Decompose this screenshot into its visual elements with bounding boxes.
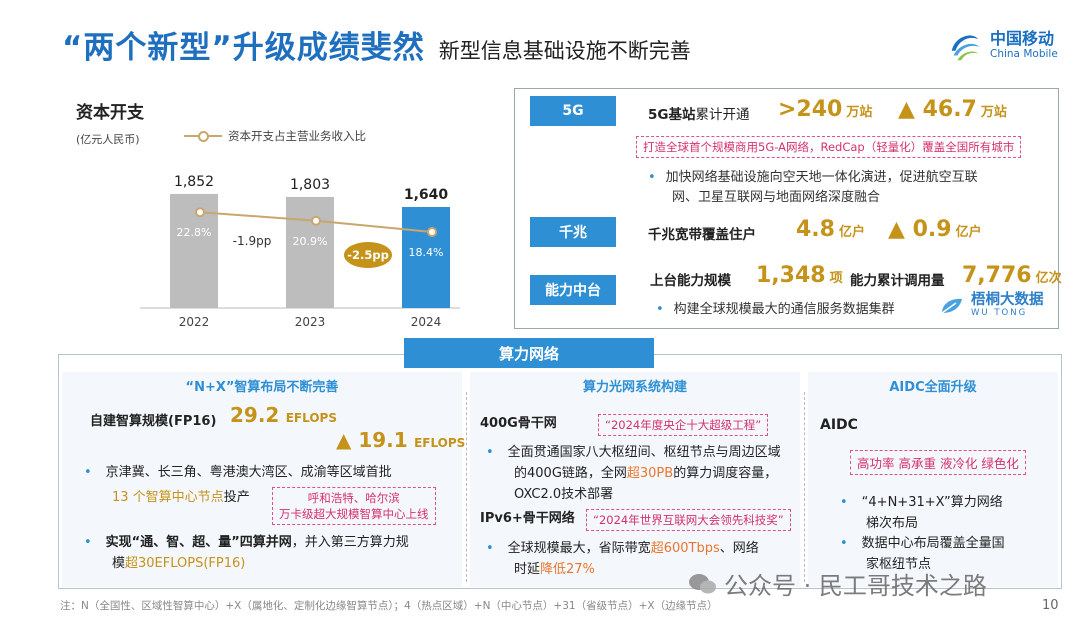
bar-2023 [286, 196, 334, 308]
footnote: 注：N（全国性、区域性智算中心）+X（属地化、定制化边缘智算节点）；4（热点区域… [60, 600, 718, 612]
ratio-point-2022 [195, 207, 205, 218]
capex-legend: 资本开支占主营业务收入比 [184, 128, 366, 144]
bar-label-2023: 1,803 [290, 177, 330, 193]
bar-2024 [402, 206, 450, 308]
wechat-icon [689, 573, 716, 593]
tag-capability: 能力中台 [530, 275, 616, 305]
ratio-label-2023: 20.9% [293, 235, 328, 248]
gig-label: 千兆宽带覆盖住户 [648, 227, 756, 243]
col-divider-1 [466, 392, 467, 582]
col2-bullet-1c: OXC2.0技术部署 [514, 487, 614, 502]
col2-head: 算力光网系统构建 [582, 380, 687, 395]
infra-bullet-2: • 构建全球规模最大的通信服务数据集群 [656, 302, 895, 317]
tick-label-2023: 2023 [295, 315, 326, 329]
col2-bullet-1: • 全面贯通国家八大枢纽间、枢纽节点与周边区域 [486, 445, 781, 460]
col1-scale-value: 29.2 EFLOPS [230, 403, 337, 427]
col3-bullet-2: • 数据中心布局覆盖全量国 [840, 536, 1005, 551]
title-sub: 新型信息基础设施不断完善 [438, 39, 691, 63]
gig-value: 4.8 亿户 [796, 217, 865, 242]
ratio-label-2022: 22.8% [177, 226, 212, 239]
col1-bullet-1: • 京津冀、长三角、粤港澳大湾区、成渝等区域首批 [84, 465, 392, 480]
wutong-en: WU TONG [971, 308, 1028, 318]
tick-label-2022: 2022 [179, 315, 210, 329]
col1-scale-increase: ▲ 19.1 EFLOPS [336, 428, 466, 452]
compute-banner: 算力网络 [404, 338, 654, 368]
col2-bg [470, 372, 800, 587]
capex-title: 资本开支 [76, 103, 144, 123]
wutong-cn: 梧桐大数据 [971, 292, 1044, 308]
bs-label: 5G基站累计开通 [648, 107, 750, 123]
bs-increase: ▲ 46.7 万站 [898, 97, 1007, 122]
legend-label: 资本开支占主营业务收入比 [228, 129, 366, 143]
infra-bullet-1: • 加快网络基础设施向空天地一体化演进，促进航空互联 网、卫星互联网与地面网络深度… [648, 170, 978, 205]
wutong-leaf-icon [941, 298, 962, 314]
col2-tag-2: “2024年世界互联网大会领先科技奖” [586, 509, 791, 531]
bs-value: >240 万站 [778, 97, 873, 122]
watermark: 公众号 · 民工哥技术之路 [688, 566, 987, 601]
col1-bullet-1b: 13 个智算中心节点投产 [112, 490, 250, 505]
gig-increase: ▲ 0.9 亿户 [888, 217, 982, 242]
title-main: “两个新型”升级成绩斐然 [62, 30, 425, 66]
capex-unit: (亿元人民币) [76, 133, 140, 146]
col1-bullet-2: • 实现“通、智、超、量”四算并网，并入第三方算力规 [84, 535, 409, 550]
col3-bg [808, 372, 1058, 587]
col2-bullet-2: • 全球规模最大，省际带宽超600Tbps、网络 [486, 541, 759, 556]
col1-bullet-2b: 模超30EFLOPS(FP16) [112, 556, 246, 571]
ratio-point-2023 [311, 215, 321, 226]
diff-label-2: -2.5pp [347, 248, 389, 262]
wutong-logo: 梧桐大数据 WU TONG [938, 293, 1044, 318]
cap-value: 1,348 项 [756, 263, 843, 288]
cap-label-2: 能力累计调用量 [850, 273, 945, 289]
col2-bullet-1b: 的400G链路，全网超30PB的算力调度容量， [514, 466, 778, 481]
col-divider-2 [804, 392, 805, 582]
col1-bg [62, 372, 462, 587]
col3-highlight: 高功率 高承重 液冷化 绿色化 [850, 450, 1026, 475]
tag-5g: 5G [530, 96, 616, 126]
diff-badge [344, 242, 392, 268]
legend-line-icon [184, 131, 222, 142]
china-mobile-logo-icon [951, 35, 980, 61]
col2-section-2: IPv6+骨干网络 [480, 511, 575, 526]
page-number: 10 [1042, 598, 1059, 613]
tag-gigabit: 千兆 [530, 217, 616, 247]
logo-en: China Mobile [990, 47, 1058, 60]
col1-highlight: 呼和浩特、哈尔滨 万卡级超大规模智算中心上线 [272, 487, 436, 525]
col2-bullet-2b: 时延降低27% [514, 562, 595, 577]
infra-panel [514, 88, 1059, 329]
tick-label-2024: 2024 [411, 315, 442, 329]
bar-label-2024: 1,640 [404, 187, 449, 203]
diff-label-1: -1.9pp [233, 234, 272, 248]
col3-bullet-2b: 家枢纽节点 [866, 557, 932, 572]
bar-label-2022: 1,852 [174, 174, 214, 190]
col1-scale-label: 自建智算规模(FP16) [90, 414, 217, 429]
col1-head: “N+X”智算布局不断完善 [185, 380, 339, 395]
bar-2022 [170, 193, 218, 308]
cap-label: 上台能力规模 [650, 273, 731, 289]
col3-aidc: AIDC [820, 417, 858, 433]
cap-value-2: 7,776 亿次 [962, 263, 1062, 288]
5g-highlight: 打造全球首个规模商用5G-A网络，RedCap（轻量化）覆盖全国所有城市 [636, 136, 1022, 158]
china-mobile-logo: 中国移动 China Mobile [946, 22, 1066, 68]
col3-bullet-1: • “4+N+31+X”算力网络 [840, 495, 1003, 510]
capex-chart: 1,852 2022 1,803 2023 1,640 2024 22.8% 20.9% 18.… [140, 174, 460, 329]
col3-bullet-1b: 梯次布局 [866, 516, 919, 531]
col2-section-1: 400G骨干网 [480, 416, 557, 431]
page-title: “两个新型”升级成绩斐然 新型信息基础设施不断完善 [62, 22, 691, 67]
col2-tag-1: “2024年度央企十大超级工程” [598, 414, 769, 436]
logo-cn: 中国移动 [990, 28, 1055, 48]
ratio-point-2024 [427, 227, 437, 237]
ratio-label-2024: 18.4% [409, 246, 444, 259]
col3-head: AIDC全面升级 [889, 380, 977, 395]
